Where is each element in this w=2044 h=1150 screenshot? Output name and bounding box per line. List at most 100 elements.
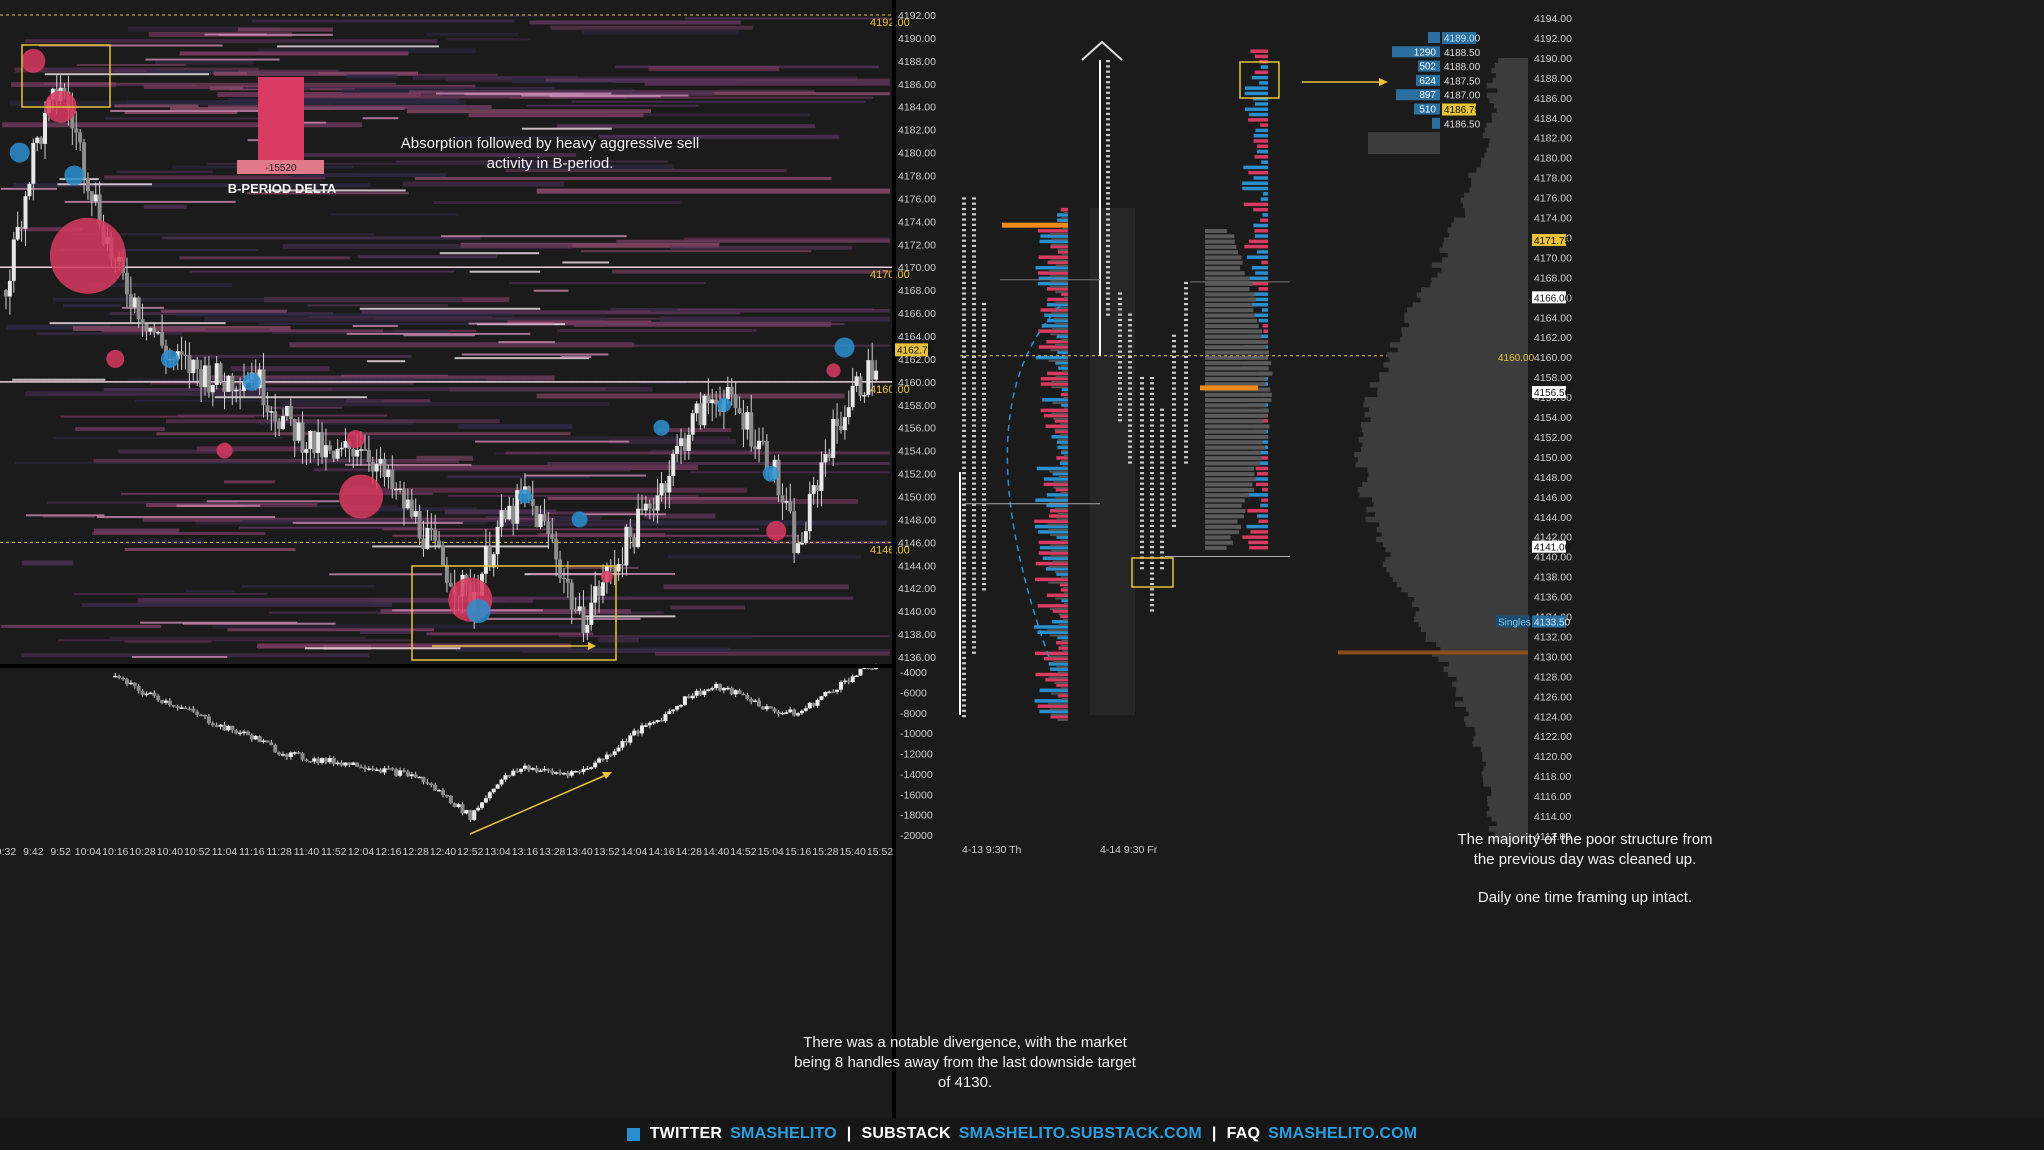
tpo-mark <box>1140 535 1144 538</box>
tpo-mark <box>982 413 986 417</box>
tpo-mark <box>962 667 966 670</box>
heatmap-band <box>581 29 740 35</box>
delta-candle-body <box>577 771 582 773</box>
footprint-bar <box>1056 572 1068 576</box>
candle-body <box>628 526 633 537</box>
footprint-bar <box>1052 619 1068 624</box>
delta-candle-body <box>679 705 684 707</box>
candle-body <box>124 272 129 295</box>
candle-body <box>206 365 211 393</box>
tpo-mark <box>962 461 966 464</box>
volume-bar <box>1051 412 1068 415</box>
price-highlight-marker <box>1532 291 1566 304</box>
tpo-mark <box>962 382 966 385</box>
footprint-bar <box>1248 118 1268 122</box>
time-tick-label: 15:28 <box>812 846 838 858</box>
tpo-mark <box>1184 334 1188 337</box>
divergence-note: There was a notable divergence, with the… <box>790 1033 1140 1093</box>
tpo-mark <box>1150 561 1154 565</box>
tpo-mark <box>1140 408 1144 411</box>
substack-link[interactable]: SMASHELITO.SUBSTACK.COM <box>958 1125 1202 1142</box>
footprint-bar <box>1057 635 1068 640</box>
heatmap-band <box>346 74 398 79</box>
heatmap-band <box>616 239 890 243</box>
tpo-mark <box>1106 207 1110 211</box>
price-tick-label: 4166.00 <box>898 308 936 320</box>
tpo-mark <box>1184 281 1188 285</box>
candle-body <box>745 412 750 430</box>
volume-profile-bar <box>1205 445 1266 450</box>
tpo-mark <box>1140 403 1144 406</box>
twitter-link[interactable]: SMASHELITO <box>730 1125 837 1142</box>
tpo-mark <box>962 355 966 359</box>
candle-body <box>370 462 375 472</box>
tpo-mark <box>972 218 976 221</box>
tpo-mark <box>982 355 986 359</box>
tpo-mark <box>962 540 966 543</box>
delta-candle-body <box>242 731 247 734</box>
footprint-bar <box>1061 387 1068 391</box>
footprint-bar <box>1034 519 1068 524</box>
tpo-mark <box>1150 567 1154 570</box>
candle-body <box>546 521 551 535</box>
heatmap-band <box>649 310 890 313</box>
composite-volume-bar <box>1382 561 1528 568</box>
delta-candle-body <box>429 783 434 786</box>
delta-candle-body <box>245 731 250 735</box>
footprint-bar <box>1058 250 1068 254</box>
volume-bar <box>1058 439 1068 442</box>
heatmap-band <box>118 449 235 454</box>
tpo-mark <box>1172 472 1176 475</box>
heatmap-band <box>175 313 513 317</box>
volume-profile-bar <box>1205 234 1235 239</box>
heatmap-band <box>2 122 362 128</box>
time-tick-label: 10:04 <box>75 846 101 858</box>
composite-volume-bar <box>1443 237 1528 243</box>
tpo-mark <box>972 239 976 242</box>
heatmap-band <box>46 501 238 505</box>
delta-candle-body <box>569 771 574 776</box>
composite-volume-bar <box>1471 182 1528 189</box>
tpo-mark <box>1106 123 1110 126</box>
composite-volume-bar <box>1397 347 1528 353</box>
faq-link[interactable]: SMASHELITO.COM <box>1268 1125 1418 1142</box>
tpo-mark <box>972 450 976 454</box>
delta-candle-body <box>390 768 395 770</box>
tpo-mark <box>962 530 966 533</box>
delta-candle-body <box>862 667 867 669</box>
footprint-bar <box>1247 281 1268 286</box>
volume-bar <box>1053 660 1068 663</box>
candle-body <box>417 511 422 539</box>
composite-volume-bar <box>1497 87 1528 94</box>
volume-profile-bar <box>1205 461 1260 466</box>
tpo-mark <box>962 619 966 623</box>
level-label: 4146.00 <box>870 544 910 556</box>
candle-body <box>690 413 695 435</box>
composite-price-tick: 4176.00 <box>1534 193 1572 205</box>
tpo-mark <box>1118 355 1122 359</box>
candle-body <box>323 445 328 458</box>
time-tick-label: 10:16 <box>102 846 128 858</box>
tpo-mark <box>962 276 966 279</box>
heatmap-band <box>522 649 890 654</box>
candle-body <box>499 510 504 527</box>
tpo-mark <box>1118 419 1122 422</box>
delta-candle-body <box>288 752 293 757</box>
delta-candle-body <box>421 776 426 783</box>
composite-volume-bar <box>1401 327 1528 333</box>
tpo-mark <box>1140 524 1144 528</box>
composite-volume-bar <box>1491 836 1528 842</box>
delta-candle-body <box>128 682 133 685</box>
delta-candle-body <box>647 722 652 726</box>
tpo-mark <box>962 255 966 258</box>
composite-volume-bar <box>1402 332 1528 338</box>
tpo-mark <box>972 244 976 248</box>
tpo-mark <box>962 213 966 216</box>
tpo-mark <box>1128 408 1132 411</box>
delta-candle-body <box>401 770 406 772</box>
delta-candle-body <box>167 700 172 706</box>
footprint-bar <box>1059 582 1068 587</box>
composite-volume-bar <box>1471 177 1528 184</box>
composite-volume-bar <box>1377 392 1528 398</box>
